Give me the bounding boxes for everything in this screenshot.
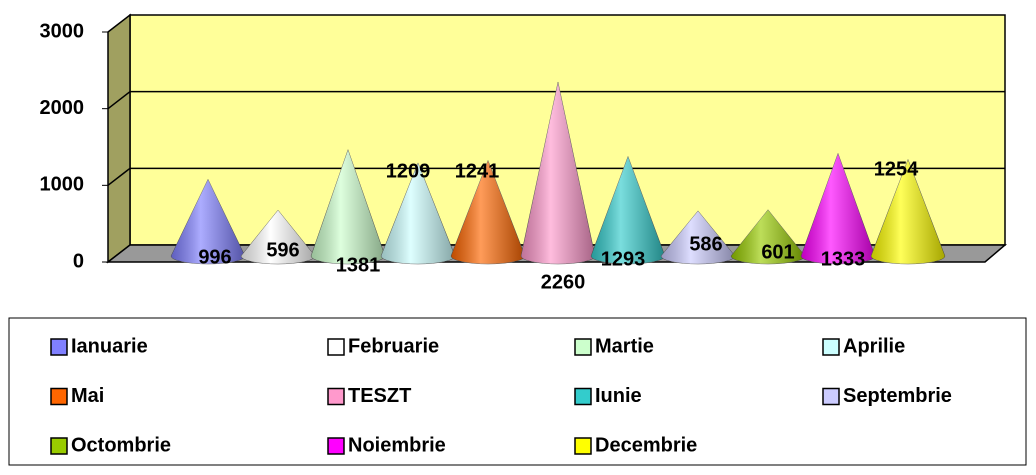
cone-shade <box>241 210 315 264</box>
side-wall <box>107 13 131 264</box>
legend-label: Aprilie <box>843 335 905 357</box>
y-tick-label: 2000 <box>40 97 85 119</box>
legend-label: Octombrie <box>71 434 171 456</box>
legend-swatch <box>50 437 68 455</box>
legend-label: Septembrie <box>843 385 952 407</box>
y-tick-label: 3000 <box>40 20 85 42</box>
legend-swatch <box>327 338 345 356</box>
data-label: 996 <box>198 246 231 268</box>
legend-label: TESZT <box>348 385 411 407</box>
cone-shade <box>871 159 945 264</box>
legend-label: Februarie <box>348 335 439 357</box>
legend-swatch <box>822 338 840 356</box>
cone-shade <box>171 179 245 264</box>
data-label: 601 <box>761 241 794 263</box>
legend-swatch <box>50 338 68 356</box>
legend-swatch <box>574 437 592 455</box>
legend-box <box>8 317 1027 466</box>
cone-shade <box>731 209 805 264</box>
data-label: 586 <box>689 233 722 255</box>
data-label: 1293 <box>601 248 646 270</box>
legend-swatch <box>822 387 840 406</box>
legend-swatch <box>574 338 592 356</box>
legend-label: Noiembrie <box>348 434 446 456</box>
data-label: 1209 <box>386 160 431 182</box>
grid-line <box>107 91 131 110</box>
cone-shade <box>451 160 525 264</box>
legend-swatch <box>574 387 592 406</box>
data-label: 1241 <box>455 160 500 182</box>
cone-shade <box>381 162 455 264</box>
data-label: 596 <box>266 239 299 261</box>
cone-shade <box>591 156 665 264</box>
data-label: 1333 <box>821 248 866 270</box>
legend-label: Martie <box>595 335 654 357</box>
cone-shade <box>521 81 595 264</box>
grid-line <box>107 167 131 186</box>
cone-shade <box>311 149 385 264</box>
legend-swatch <box>327 437 345 455</box>
legend-label: Mai <box>71 385 104 407</box>
legend-label: Ianuarie <box>71 335 148 357</box>
y-tick-label: 1000 <box>40 174 85 196</box>
legend-swatch <box>50 387 68 406</box>
data-label: 1381 <box>336 254 381 276</box>
legend-label: Iunie <box>595 385 642 407</box>
legend-label: Decembrie <box>595 434 697 456</box>
y-tick-label: 0 <box>73 250 84 272</box>
cone-shade <box>801 153 875 264</box>
data-label: 1254 <box>874 158 919 180</box>
cone-shade <box>661 210 735 264</box>
legend-swatch <box>327 387 345 406</box>
data-label: 2260 <box>541 271 586 293</box>
